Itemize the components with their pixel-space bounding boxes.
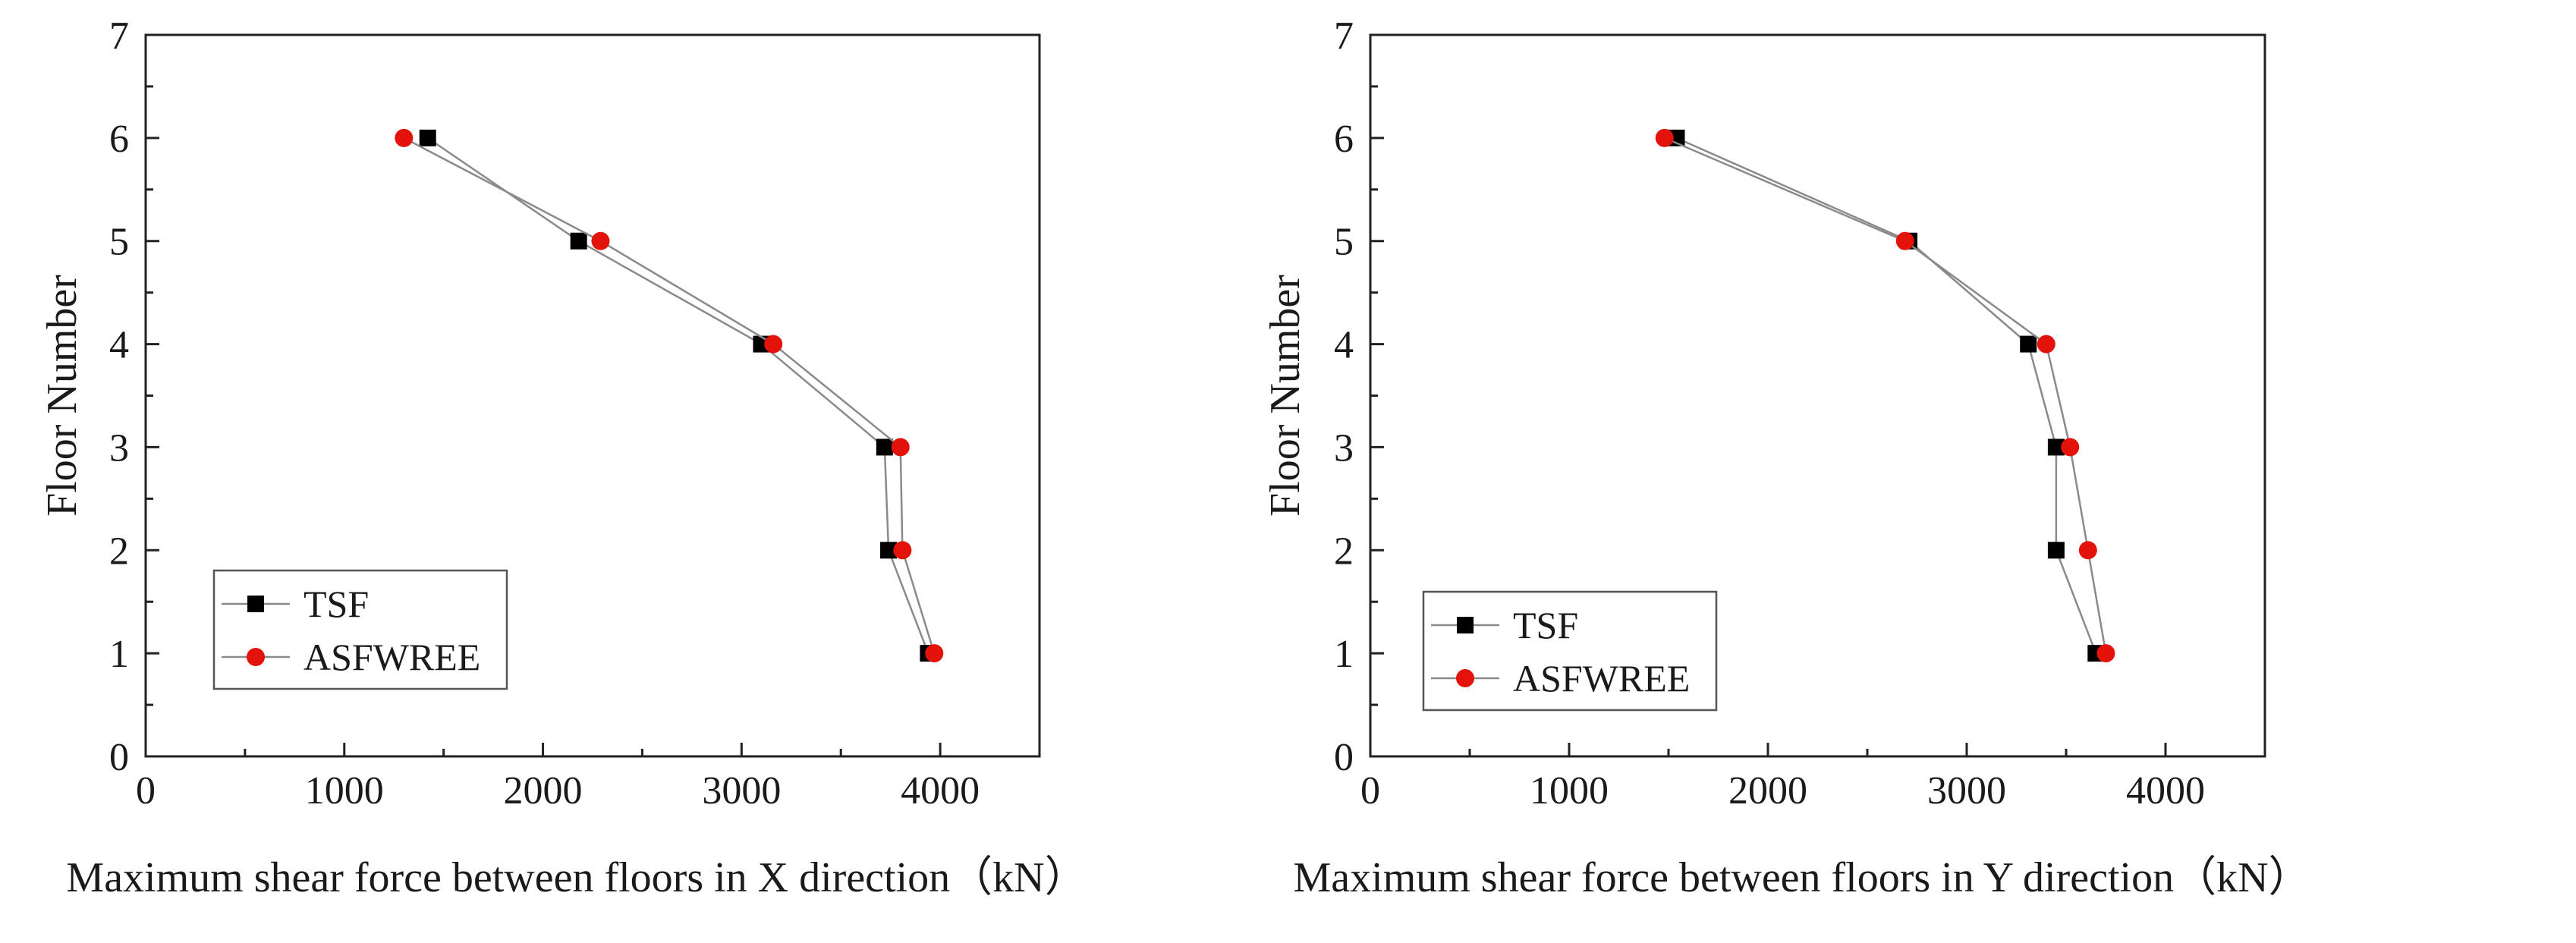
x-tick-label: 2000	[1728, 769, 1807, 813]
data-point-tsf	[880, 542, 898, 559]
legend-box	[212, 569, 508, 690]
series-line-asfwree	[403, 137, 936, 654]
legend-label-tsf: TSF	[304, 583, 369, 625]
data-point-tsf	[876, 438, 893, 456]
y-tick-label: 4	[109, 324, 129, 367]
y-tick-label: 2	[109, 530, 129, 573]
data-point-asfwree	[893, 541, 912, 560]
series-line-tsf	[427, 137, 929, 654]
data-point-tsf	[2047, 542, 2065, 559]
data-point-asfwree	[764, 335, 783, 354]
y-tick-label: 4	[1334, 324, 1354, 367]
y-tick-label: 3	[109, 426, 129, 470]
y-tick-label: 6	[1334, 118, 1354, 161]
x-tick-label: 3000	[702, 769, 781, 813]
y-tick-label: 1	[109, 633, 129, 676]
y-axis-title: Floor Number	[39, 275, 86, 517]
y-tick-label: 3	[1334, 426, 1354, 470]
x-tick-label: 3000	[1927, 769, 2006, 813]
x-tick-label: 2000	[504, 769, 583, 813]
data-point-tsf	[419, 129, 436, 146]
legend-marker-asfwree	[1456, 669, 1474, 687]
data-point-tsf	[2047, 438, 2065, 456]
data-point-asfwree	[2061, 438, 2080, 457]
legend-marker-tsf	[247, 596, 264, 612]
y-tick-label: 2	[1334, 530, 1354, 573]
data-point-tsf	[2020, 335, 2037, 353]
y-tick-label: 0	[1334, 736, 1354, 779]
data-point-asfwree	[1655, 128, 1674, 147]
data-point-asfwree	[1895, 231, 1914, 250]
data-point-asfwree	[2037, 335, 2055, 354]
legend-label-asfwree: ASFWREE	[304, 636, 480, 678]
legend-label-tsf: TSF	[1513, 604, 1578, 646]
x-axis-title: Maximum shear force between floors in Y …	[1293, 854, 2310, 901]
series-line-asfwree	[1664, 137, 2107, 654]
y-tick-label: 5	[109, 221, 129, 264]
y-tick-label: 7	[109, 14, 129, 58]
x-tick-label: 1000	[305, 769, 384, 813]
y-tick-label: 6	[109, 118, 129, 161]
data-point-asfwree	[925, 644, 944, 663]
data-point-asfwree	[395, 128, 414, 147]
y-tick-label: 1	[1334, 633, 1354, 676]
x-tick-label: 4000	[2126, 769, 2205, 813]
x-tick-label: 0	[136, 769, 156, 813]
x-tick-label: 0	[1360, 769, 1380, 813]
data-point-asfwree	[2078, 541, 2097, 560]
legend-marker-asfwree	[247, 648, 265, 666]
y-tick-label: 0	[109, 736, 129, 779]
data-point-tsf	[570, 232, 587, 250]
data-point-asfwree	[591, 231, 610, 250]
legend-box	[1422, 590, 1718, 712]
chart-x-direction: 0 1000 2000 3000 4000 0 1 2 3 4 5 6 7 Maximum shear f…	[39, 14, 1087, 901]
chart-y-direction: 0 1000 2000 3000 4000 0 1 2 3 4 5 6 7 Maximum shear f…	[1262, 14, 2311, 901]
series-line-tsf	[1675, 137, 2097, 654]
y-axis-title: Floor Number	[1262, 275, 1309, 517]
legend-marker-tsf	[1457, 617, 1474, 633]
y-tick-label: 5	[1334, 221, 1354, 264]
data-point-asfwree	[2096, 644, 2115, 663]
x-tick-label: 1000	[1530, 769, 1609, 813]
x-axis-title: Maximum shear force between floors in X …	[66, 854, 1087, 901]
legend-label-asfwree: ASFWREE	[1513, 657, 1690, 699]
y-tick-label: 7	[1334, 14, 1354, 58]
x-tick-label: 4000	[901, 769, 980, 813]
data-point-asfwree	[891, 438, 910, 457]
